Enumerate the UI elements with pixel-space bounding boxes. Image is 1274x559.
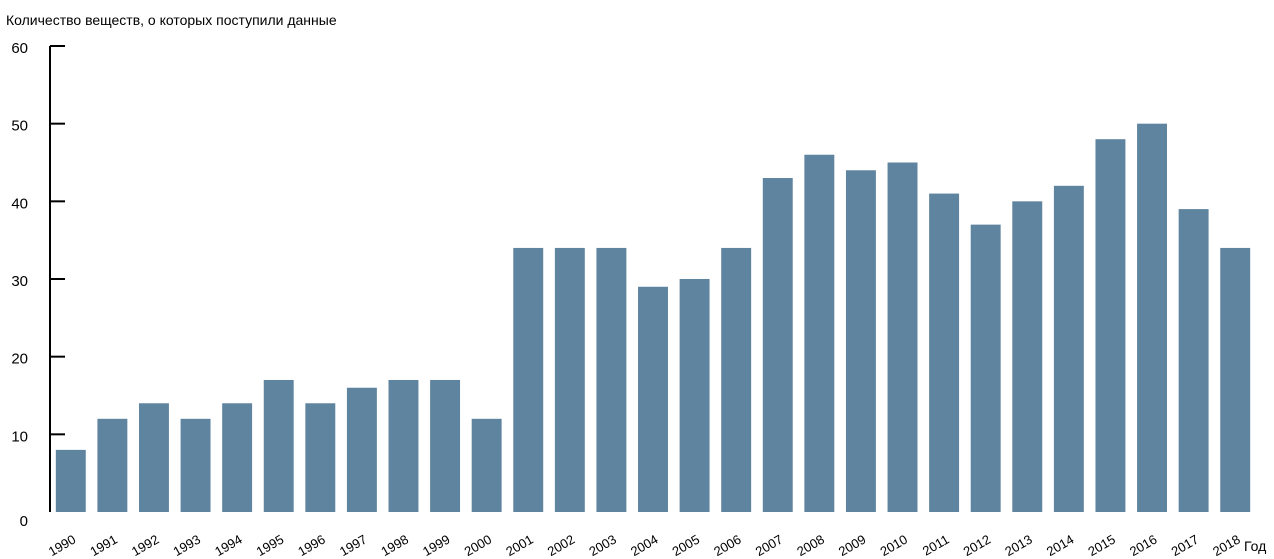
bar-2017 — [1178, 209, 1209, 512]
x-tick-label-1991: 1991 — [87, 532, 120, 559]
x-tick-label-1997: 1997 — [337, 532, 370, 559]
x-tick-label-2010: 2010 — [877, 532, 910, 559]
x-tick-label-2000: 2000 — [462, 532, 495, 559]
bar-2014 — [1053, 185, 1084, 513]
x-tick-label-1999: 1999 — [420, 532, 453, 559]
bar-2018 — [1220, 247, 1251, 512]
bar-1991 — [97, 418, 128, 512]
x-tick-label-2018: 2018 — [1210, 532, 1243, 559]
x-tick-label-1990: 1990 — [46, 532, 79, 559]
bar-1998 — [388, 379, 419, 512]
x-tick-label-1992: 1992 — [129, 532, 162, 559]
x-tick-label-2013: 2013 — [1002, 532, 1035, 559]
bar-2001 — [513, 247, 544, 512]
y-tick-label-60: 60 — [11, 40, 28, 57]
x-tick-label-2017: 2017 — [1169, 532, 1202, 559]
bar-2016 — [1137, 123, 1167, 513]
y-tick-label-40: 40 — [11, 195, 28, 212]
x-tick-label-2001: 2001 — [503, 532, 536, 559]
bar-2006 — [721, 247, 752, 512]
y-tick-label-10: 10 — [11, 428, 28, 445]
bar-1999 — [430, 379, 461, 512]
x-tick-label-1995: 1995 — [254, 532, 287, 559]
x-tick-label-1993: 1993 — [171, 532, 204, 559]
x-tick-label-2007: 2007 — [753, 532, 786, 559]
x-tick-label-2011: 2011 — [920, 532, 952, 559]
x-tick-label-2008: 2008 — [794, 532, 827, 559]
x-axis-label: Год — [1244, 538, 1267, 554]
bar-1996 — [305, 403, 336, 512]
bar-2013 — [1012, 201, 1043, 512]
x-tick-label-2012: 2012 — [961, 532, 994, 559]
x-axis-ticks: 1990 1991 1992 1993 1994 1995 1996 1997 1998 1999… — [46, 532, 1243, 559]
x-tick-label-2005: 2005 — [670, 532, 703, 559]
x-tick-label-2016: 2016 — [1127, 532, 1160, 559]
x-tick-label-2009: 2009 — [836, 532, 869, 559]
x-tick-label-2004: 2004 — [628, 532, 661, 559]
bar-2000 — [471, 418, 502, 512]
y-tick-label-30: 30 — [11, 273, 28, 290]
x-tick-label-1994: 1994 — [212, 532, 245, 559]
y-tick-label-0: 0 — [20, 513, 28, 530]
bar-2011 — [929, 193, 960, 512]
bar-1997 — [346, 387, 377, 512]
bar-2012 — [970, 224, 1001, 512]
bar-1994 — [222, 403, 253, 512]
bar-1992 — [138, 403, 169, 512]
bar-2007 — [762, 178, 793, 512]
bar-2015 — [1095, 139, 1126, 512]
bar-2009 — [845, 170, 876, 512]
y-axis: 0 10 20 30 40 50 60 — [11, 40, 65, 530]
y-tick-label-20: 20 — [11, 351, 28, 368]
bar-2004 — [638, 286, 668, 512]
bar-2010 — [887, 162, 918, 512]
bar-2003 — [596, 247, 627, 512]
bar-1990 — [55, 449, 86, 512]
bar-1993 — [180, 418, 211, 512]
y-axis-label: Количество веществ, о которых поступили … — [6, 12, 337, 28]
x-tick-label-2014: 2014 — [1044, 532, 1077, 559]
bar-2008 — [804, 154, 835, 513]
x-tick-label-2002: 2002 — [545, 532, 578, 559]
x-tick-label-2015: 2015 — [1085, 532, 1118, 559]
x-tick-label-1996: 1996 — [295, 532, 328, 559]
bar-1995 — [263, 379, 294, 512]
x-tick-label-1998: 1998 — [378, 532, 411, 559]
bars-group — [55, 123, 1251, 513]
x-tick-label-2003: 2003 — [586, 532, 619, 559]
bar-2002 — [554, 247, 585, 512]
bar-2005 — [679, 279, 710, 512]
y-tick-label-50: 50 — [11, 118, 28, 135]
x-tick-label-2006: 2006 — [711, 532, 744, 559]
